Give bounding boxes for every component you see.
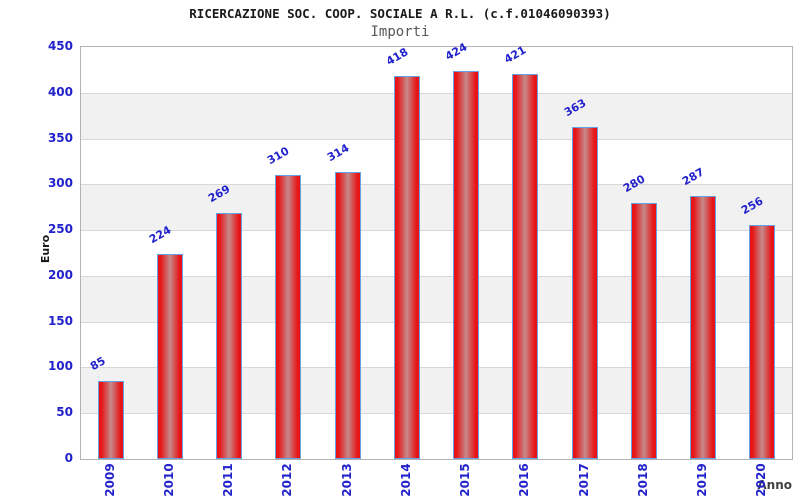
x-tick-label: 2020	[754, 463, 769, 497]
y-tick-label: 400	[47, 84, 73, 99]
bar-2018	[630, 202, 657, 459]
y-tick-label: 100	[47, 359, 73, 374]
y-tick-label: 300	[47, 176, 73, 191]
gridline	[81, 367, 792, 369]
y-tick-label: 50	[56, 405, 73, 420]
x-tick-label: 2016	[517, 463, 532, 497]
x-tick-label: 2012	[280, 463, 295, 497]
bar-2019	[690, 196, 717, 459]
plot-area	[80, 46, 793, 460]
y-tick-label: 200	[47, 267, 73, 282]
x-tick-label: 2010	[161, 463, 176, 497]
x-tick-label: 2014	[398, 463, 413, 497]
y-tick-label: 250	[47, 222, 73, 237]
bar-2014	[393, 76, 420, 459]
x-tick-label: 2013	[339, 463, 354, 497]
gridline	[81, 92, 792, 94]
x-tick-label: 2009	[102, 463, 117, 497]
bar-2020	[749, 224, 776, 459]
chart-subtitle: Importi	[370, 24, 430, 40]
y-tick-label: 0	[64, 451, 73, 465]
y-tick-label: 350	[47, 130, 73, 145]
bar-2015	[453, 70, 480, 459]
gridline	[81, 321, 792, 323]
x-tick-label: 2018	[635, 463, 650, 497]
bar-2010	[156, 253, 183, 459]
grid-band	[81, 275, 792, 322]
chart-title: RICERCAZIONE SOC. COOP. SOCIALE A R.L. (…	[189, 6, 611, 21]
bar-2009	[97, 381, 124, 459]
grid-band	[81, 367, 792, 414]
bar-2011	[216, 212, 243, 459]
grid-band	[81, 92, 792, 139]
x-tick-label: 2015	[458, 463, 473, 497]
gridline	[81, 138, 792, 140]
x-tick-label: 2017	[576, 463, 591, 497]
x-tick-label: 2019	[695, 463, 710, 497]
gridline	[81, 184, 792, 186]
y-tick-label: 150	[47, 313, 73, 328]
bar-2017	[571, 126, 598, 459]
gridline	[81, 275, 792, 277]
bar-2012	[275, 175, 302, 459]
grid-band	[81, 184, 792, 231]
bar-2016	[512, 73, 539, 459]
x-tick-label: 2011	[221, 463, 236, 497]
x-axis-title: Anno	[757, 478, 792, 492]
gridline	[81, 230, 792, 232]
y-tick-label: 450	[47, 39, 73, 53]
gridline	[81, 413, 792, 415]
bar-2013	[334, 171, 361, 459]
